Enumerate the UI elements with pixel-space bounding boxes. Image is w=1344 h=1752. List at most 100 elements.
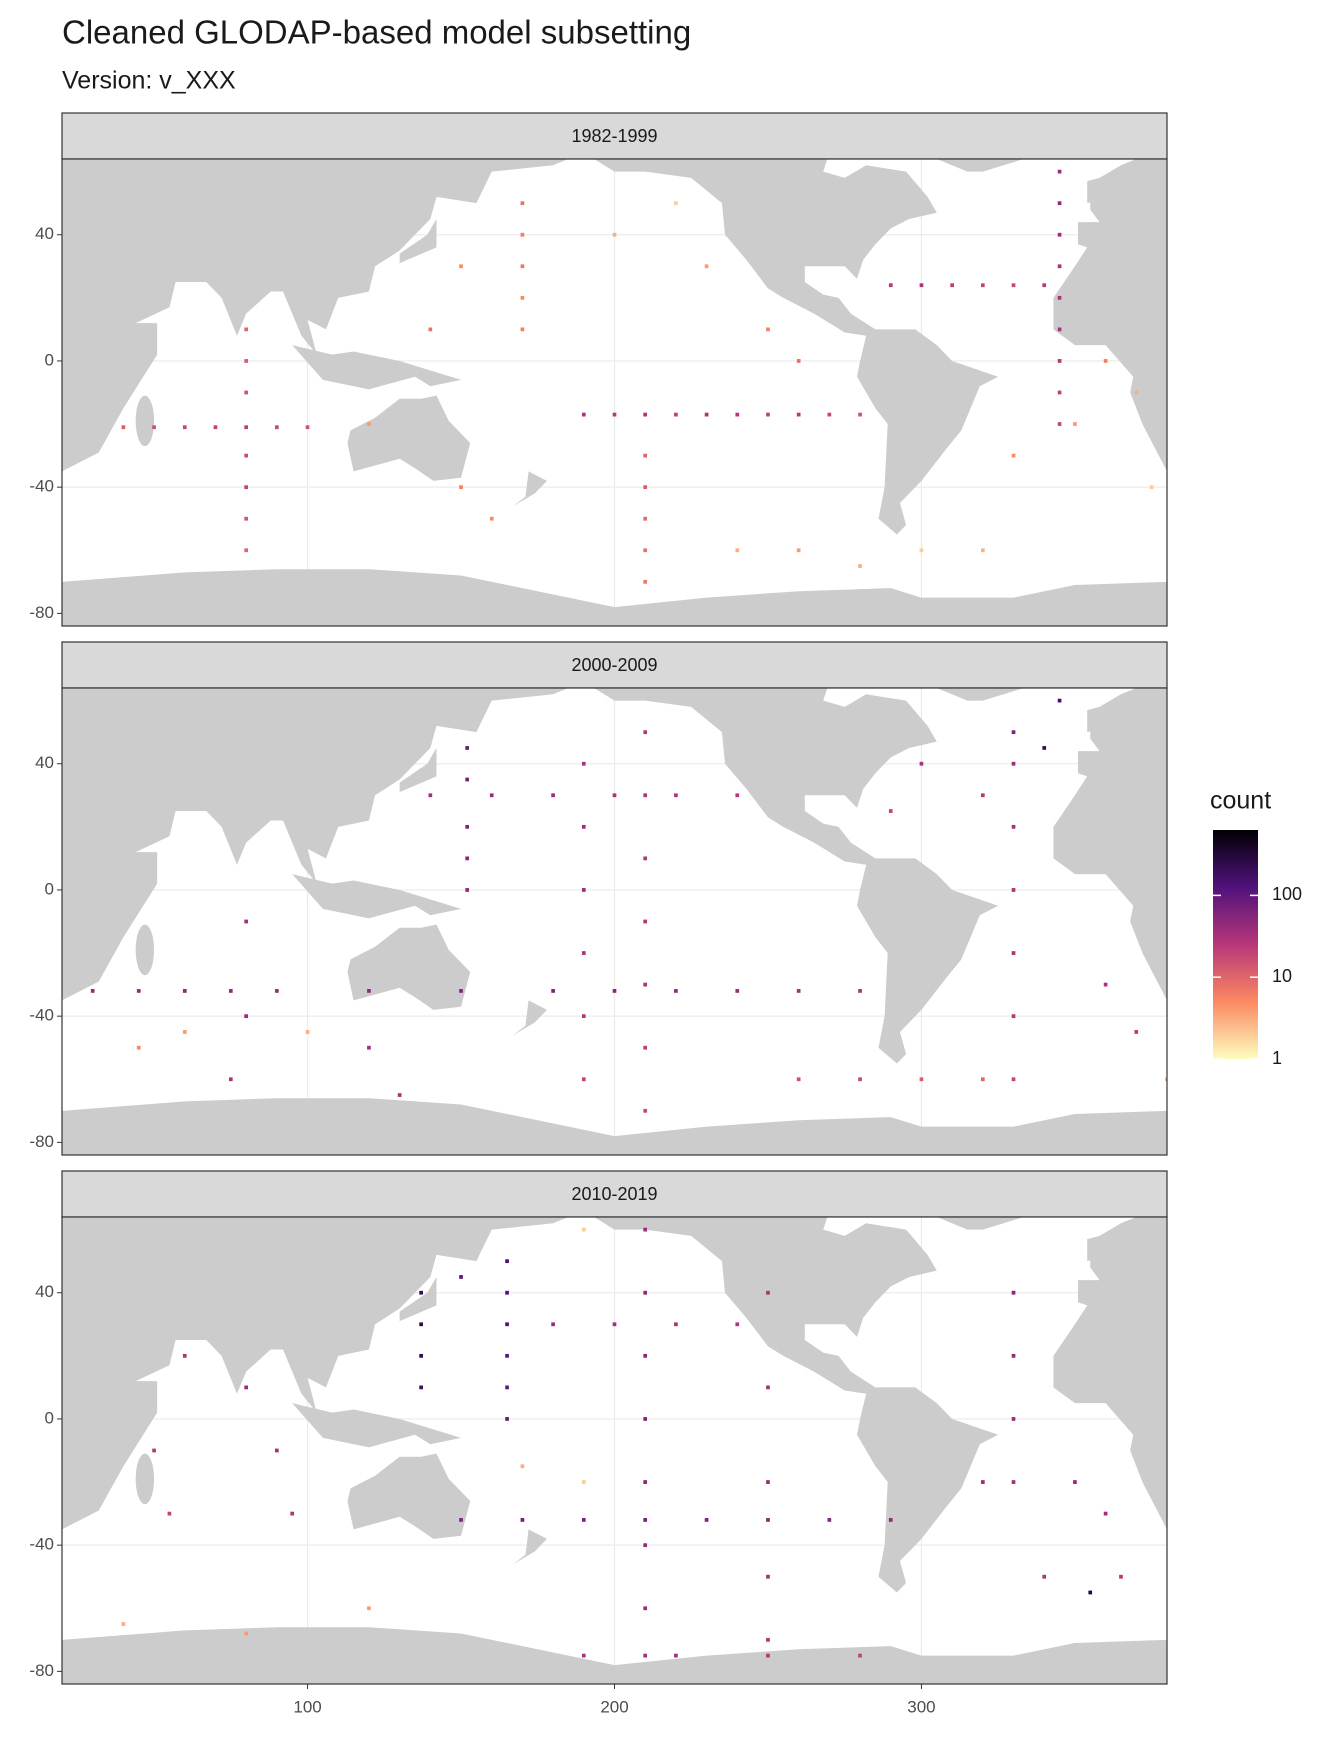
data-tile xyxy=(643,730,648,735)
legend-tick-label: 100 xyxy=(1272,884,1302,904)
data-tile xyxy=(275,989,279,993)
data-tile xyxy=(766,412,770,417)
x-tick-label: 100 xyxy=(293,1697,321,1716)
data-tile xyxy=(796,989,801,993)
x-tick-label: 300 xyxy=(907,1697,935,1716)
data-tile xyxy=(674,793,678,798)
data-tile xyxy=(643,919,648,924)
data-tile xyxy=(581,951,586,955)
legend-colorbar xyxy=(1213,830,1258,1059)
data-tile xyxy=(228,1077,233,1082)
data-tile xyxy=(643,1653,648,1658)
data-tile xyxy=(244,359,249,363)
y-tick-label: -40 xyxy=(29,1006,54,1025)
data-tile xyxy=(1057,359,1062,363)
data-tile xyxy=(766,1637,770,1642)
data-tile xyxy=(1134,1030,1139,1034)
data-tile xyxy=(581,1077,586,1082)
data-tile xyxy=(290,1511,295,1516)
y-tick-label: -80 xyxy=(29,603,54,622)
data-tile xyxy=(1057,295,1062,300)
data-tile xyxy=(581,824,586,829)
data-tile xyxy=(674,201,678,206)
data-tile xyxy=(136,989,141,993)
data-tile xyxy=(121,425,126,430)
data-tile xyxy=(489,516,494,521)
data-tile xyxy=(1057,698,1062,703)
data-tile xyxy=(1057,390,1062,395)
data-tile xyxy=(1011,1290,1016,1295)
data-tile xyxy=(152,425,156,430)
data-tile xyxy=(643,982,648,987)
data-tile xyxy=(643,1227,648,1232)
data-tile xyxy=(367,1606,371,1611)
data-tile xyxy=(244,390,249,395)
data-tile xyxy=(643,856,648,861)
data-tile xyxy=(459,264,463,269)
legend-title: count xyxy=(1210,787,1271,815)
data-tile xyxy=(643,1606,648,1611)
data-tile xyxy=(766,1290,770,1295)
data-tile xyxy=(459,485,463,490)
data-tile xyxy=(643,516,648,521)
data-tile xyxy=(796,548,801,553)
data-tile xyxy=(612,412,617,417)
data-tile xyxy=(612,989,617,993)
data-tile xyxy=(888,283,893,288)
data-tile xyxy=(612,232,617,237)
data-tile xyxy=(643,1108,648,1113)
data-tile xyxy=(275,425,279,430)
y-tick-label: -80 xyxy=(29,1661,54,1680)
data-tile xyxy=(520,201,525,206)
data-tile xyxy=(1011,888,1016,892)
data-tile xyxy=(1057,201,1062,206)
data-tile xyxy=(581,888,586,892)
data-tile xyxy=(505,1290,509,1295)
data-tile xyxy=(244,548,249,553)
data-tile xyxy=(1057,232,1062,237)
panel-border xyxy=(61,158,1168,627)
data-tile xyxy=(1165,1077,1167,1082)
data-tile xyxy=(551,989,555,993)
data-tile xyxy=(505,1417,509,1421)
data-tile xyxy=(1134,390,1139,395)
data-tile xyxy=(244,1014,249,1019)
data-tile xyxy=(735,989,740,993)
data-tile xyxy=(581,412,586,417)
data-tile xyxy=(643,1353,648,1358)
data-tile xyxy=(244,1631,249,1636)
y-tick-label: 40 xyxy=(35,753,54,772)
data-tile xyxy=(735,548,740,553)
data-tile xyxy=(643,1543,648,1548)
data-tile xyxy=(581,1653,586,1658)
data-tile xyxy=(796,1077,801,1082)
data-tile xyxy=(1011,1353,1016,1358)
data-tile xyxy=(612,793,617,798)
data-tile xyxy=(1011,1014,1016,1019)
data-tile xyxy=(465,856,470,861)
data-tile xyxy=(505,1353,509,1358)
data-tile xyxy=(367,422,371,426)
data-tile xyxy=(1103,982,1108,987)
data-tile xyxy=(182,1353,187,1358)
data-tile xyxy=(419,1322,423,1327)
data-tile xyxy=(1011,951,1016,955)
data-tile xyxy=(643,1518,648,1522)
data-tile xyxy=(244,425,249,430)
data-tile xyxy=(704,264,709,269)
data-tile xyxy=(643,485,648,490)
data-tile xyxy=(90,989,95,993)
data-tile xyxy=(419,1290,423,1295)
data-tile xyxy=(182,989,187,993)
data-tile xyxy=(643,453,648,458)
data-tile xyxy=(1057,169,1062,174)
data-tile xyxy=(505,1385,509,1390)
y-tick-label: 0 xyxy=(45,350,54,369)
data-tile xyxy=(888,809,893,813)
data-tile xyxy=(1149,485,1154,490)
data-tile xyxy=(419,1353,423,1358)
data-tile xyxy=(581,761,586,766)
strip xyxy=(61,112,1168,160)
data-tile xyxy=(950,283,954,288)
data-tile xyxy=(1103,1511,1108,1516)
